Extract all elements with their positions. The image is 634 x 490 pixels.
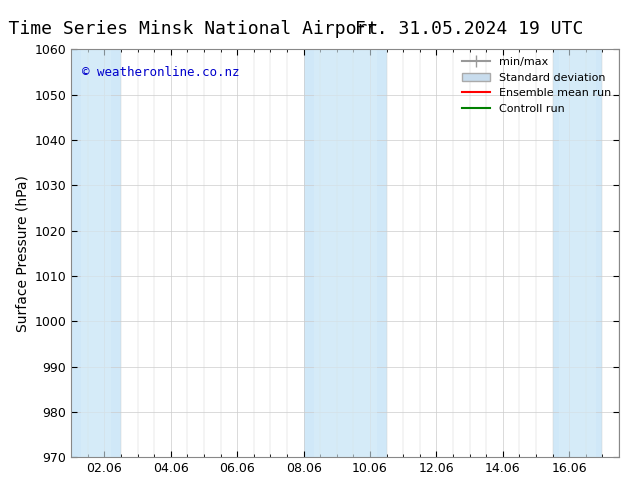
- Text: Fr. 31.05.2024 19 UTC: Fr. 31.05.2024 19 UTC: [355, 20, 583, 38]
- Text: © weatheronline.co.nz: © weatheronline.co.nz: [82, 66, 240, 79]
- Bar: [559, 49, 596, 457]
- Bar: [553, 49, 602, 457]
- Bar: [304, 49, 387, 457]
- Text: ENS Time Series Minsk National Airport: ENS Time Series Minsk National Airport: [0, 20, 378, 38]
- Bar: [71, 49, 121, 457]
- Bar: [314, 49, 377, 457]
- Bar: [81, 49, 111, 457]
- Legend: min/max, Standard deviation, Ensemble mean run, Controll run: min/max, Standard deviation, Ensemble me…: [458, 53, 616, 118]
- Y-axis label: Surface Pressure (hPa): Surface Pressure (hPa): [15, 175, 29, 332]
